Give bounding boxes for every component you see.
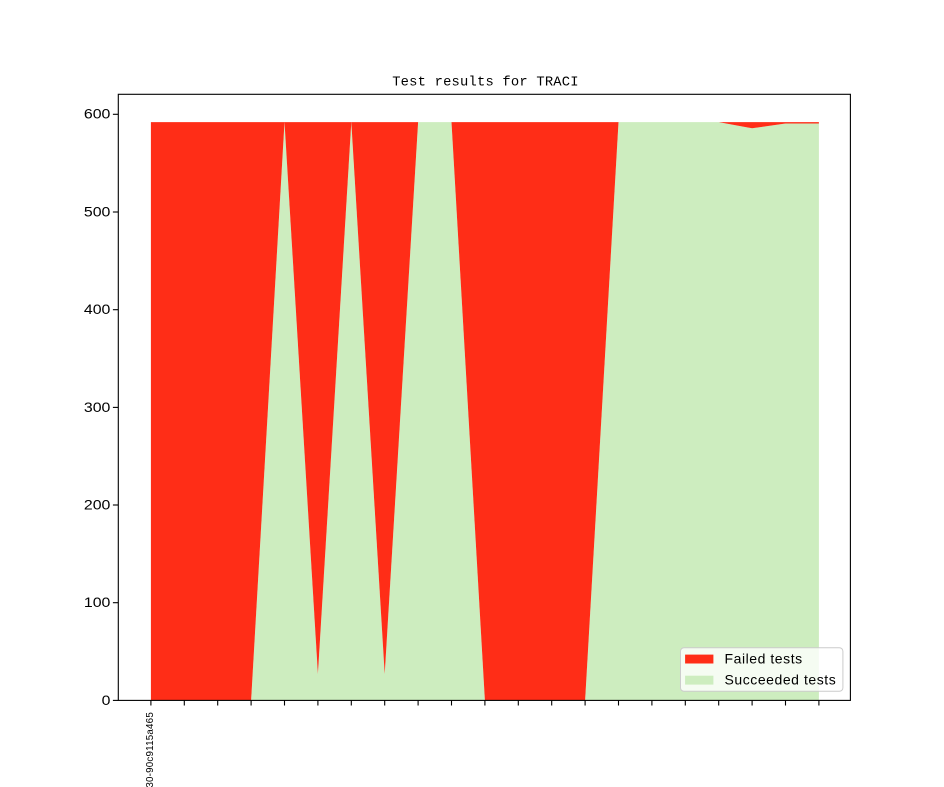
svg-text:2021-06-30-90c9115a465: 2021-06-30-90c9115a465 bbox=[145, 712, 156, 787]
svg-text:400: 400 bbox=[84, 301, 111, 317]
svg-text:600: 600 bbox=[84, 106, 111, 122]
svg-text:300: 300 bbox=[84, 399, 111, 415]
svg-text:Failed tests: Failed tests bbox=[725, 651, 803, 667]
svg-text:Test results for TRACI: Test results for TRACI bbox=[392, 75, 579, 91]
svg-text:200: 200 bbox=[84, 496, 111, 512]
svg-text:Succeeded tests: Succeeded tests bbox=[725, 672, 837, 688]
svg-text:0: 0 bbox=[102, 692, 111, 708]
svg-text:500: 500 bbox=[84, 203, 111, 219]
svg-text:100: 100 bbox=[84, 594, 111, 610]
